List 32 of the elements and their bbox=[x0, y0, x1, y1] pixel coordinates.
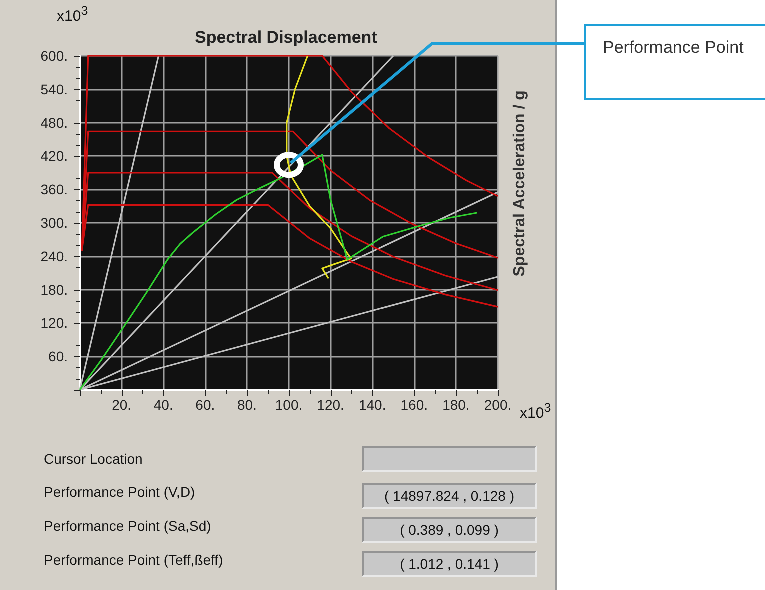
x-tick-label: 20. bbox=[112, 397, 132, 413]
x-tick-label: 140. bbox=[358, 397, 386, 413]
y-tick-label: 120. bbox=[40, 315, 68, 332]
y-tick-label: 600. bbox=[40, 48, 68, 64]
annotation: Performance Point bbox=[584, 24, 765, 100]
x-tick-label: 160. bbox=[400, 397, 428, 413]
y-tick-label: 480. bbox=[40, 114, 68, 131]
text: x10$^{3}$ bbox=[520, 401, 552, 422]
text: Performance Point (V,D) bbox=[44, 484, 196, 500]
y-axis-title: Spectral Acceleration / g bbox=[512, 90, 528, 277]
y-tick-label: 60. bbox=[48, 348, 68, 365]
x-tick-label: 200. bbox=[484, 397, 512, 413]
text: x10$^{3}$ bbox=[57, 4, 88, 25]
x-tick-label: 80. bbox=[237, 397, 257, 413]
text: ( 0.389 , 0.099 ) bbox=[362, 517, 537, 543]
y-tick-label: 360. bbox=[40, 182, 68, 198]
text: Performance Point (Sa,Sd) bbox=[44, 518, 212, 534]
y-tick-label: 540. bbox=[40, 81, 68, 98]
x-tick-label: 60. bbox=[196, 397, 216, 413]
x-tick-label: 180. bbox=[442, 397, 470, 413]
x-tick-label: 100. bbox=[275, 397, 303, 413]
text: Cursor Location bbox=[44, 451, 143, 467]
x-tick-label: 40. bbox=[154, 397, 174, 413]
y-tick-label: 180. bbox=[40, 282, 68, 298]
text: ( 14897.824 , 0.128 ) bbox=[362, 483, 537, 509]
y-tick-label: 240. bbox=[40, 248, 68, 264]
text: Performance Point (Teff,ßeff) bbox=[44, 552, 224, 568]
text: ( 1.012 , 0.141 ) bbox=[362, 551, 537, 577]
y-tick-label: 300. bbox=[40, 215, 68, 231]
chart-title: Spectral Displacement bbox=[195, 28, 378, 47]
x-tick-label: 120. bbox=[317, 397, 344, 413]
y-tick-label: 420. bbox=[40, 148, 68, 164]
